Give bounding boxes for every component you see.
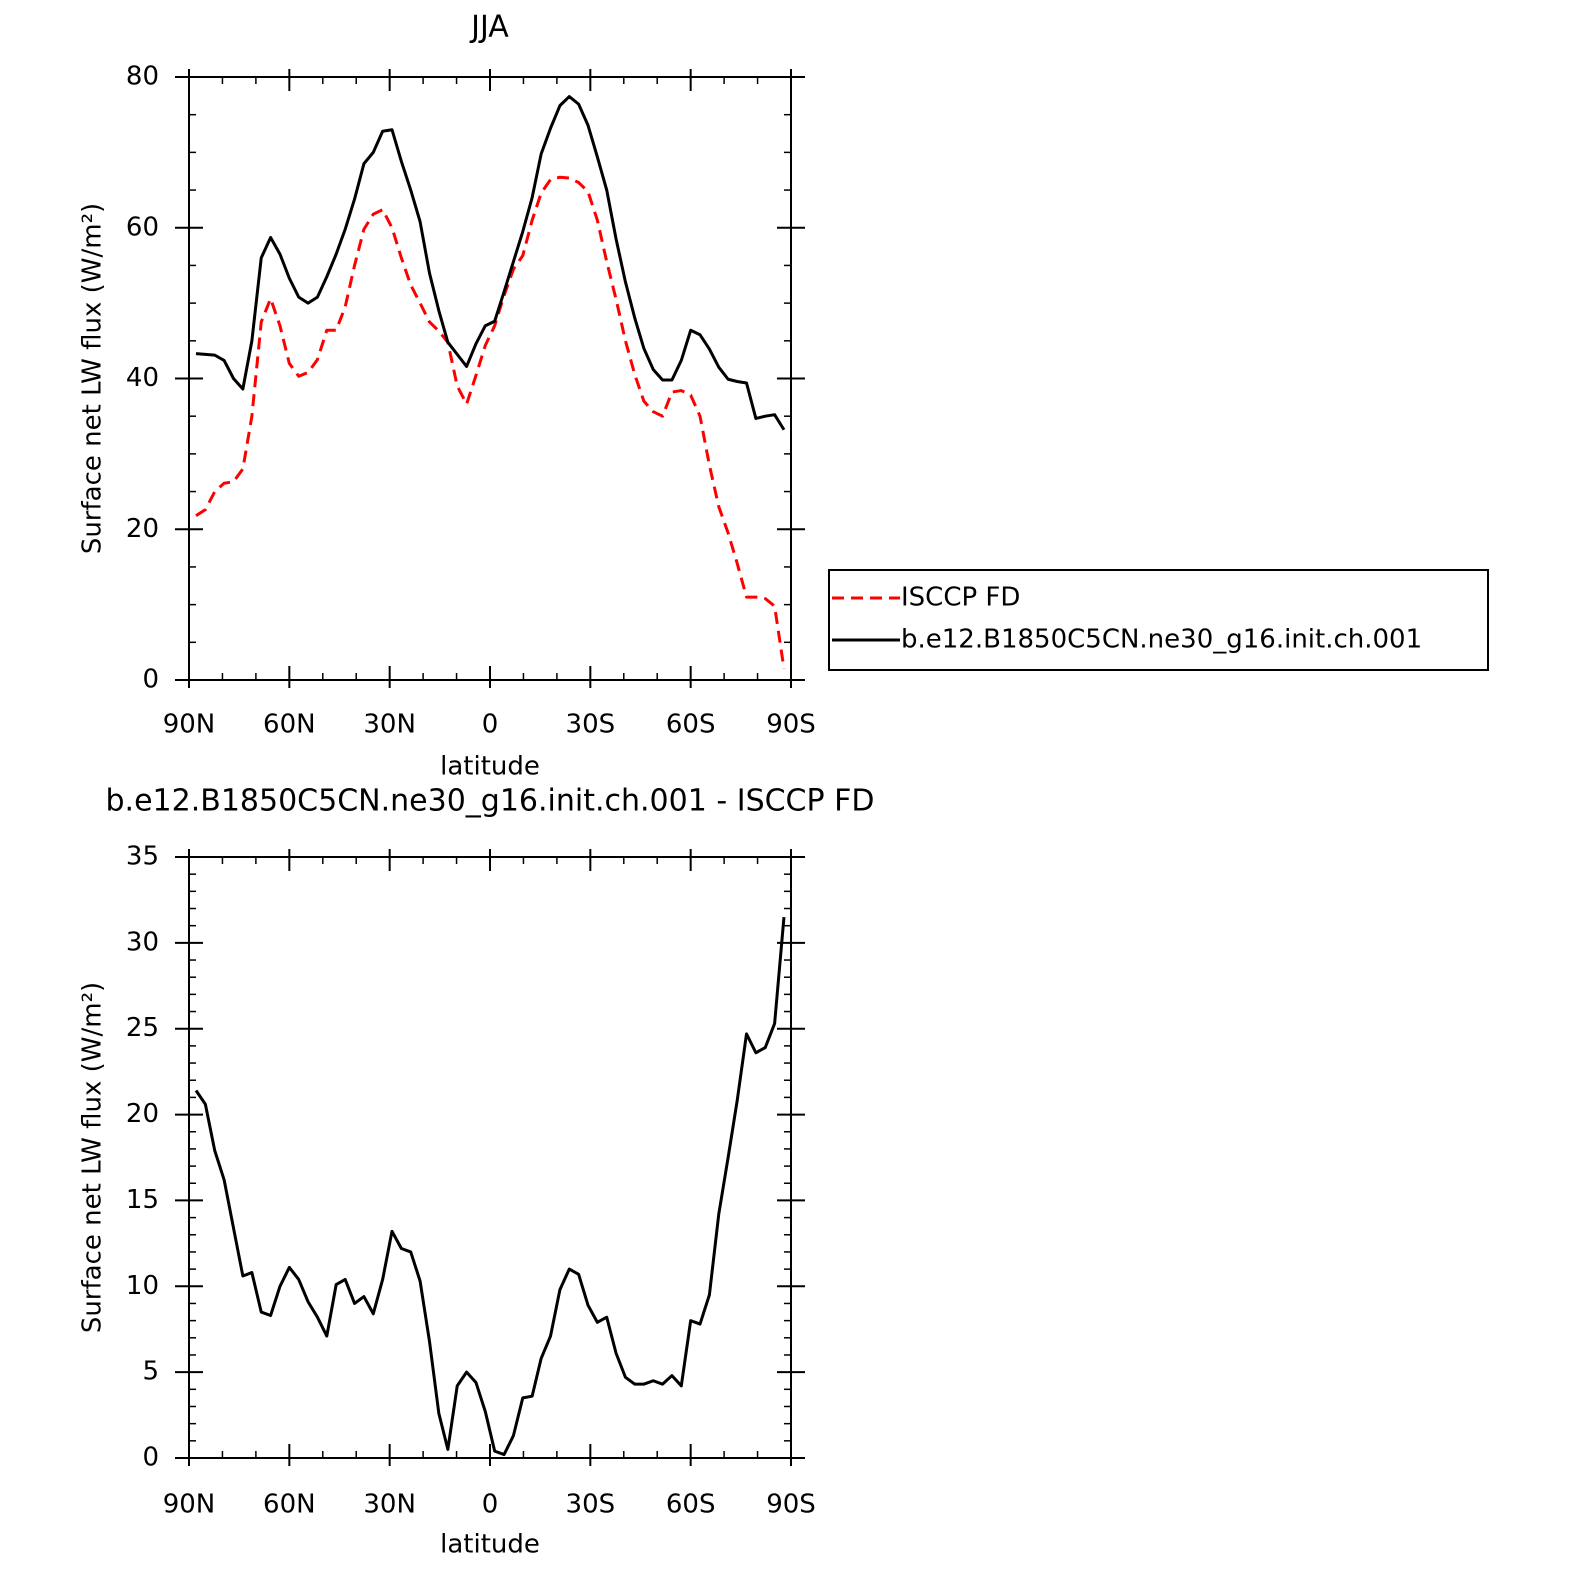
- x-axis-label: latitude: [440, 752, 540, 782]
- legend-label: ISCCP FD: [901, 583, 1020, 613]
- data-line: [195, 175, 786, 669]
- y-tick-label: 5: [142, 1357, 159, 1387]
- x-tick-label: 90S: [766, 1490, 816, 1520]
- y-axis-label: Surface net LW flux (W/m²): [78, 982, 108, 1333]
- x-tick-label: 90N: [163, 710, 216, 740]
- x-tick-label: 30N: [363, 1490, 416, 1520]
- y-tick-label: 25: [126, 1013, 159, 1043]
- x-tick-label: 0: [482, 1490, 499, 1520]
- x-tick-label: 0: [482, 710, 499, 740]
- data-line: [195, 95, 786, 431]
- chart-title: b.e12.B1850C5CN.ne30_g16.init.ch.001 - I…: [106, 784, 875, 819]
- y-tick-label: 20: [126, 1099, 159, 1129]
- plot-frame: [188, 856, 792, 1459]
- legend-label: b.e12.B1850C5CN.ne30_g16.init.ch.001: [901, 625, 1422, 655]
- data-line: [194, 916, 786, 1457]
- x-tick-label: 90N: [163, 1490, 216, 1520]
- x-tick-label: 60N: [263, 1490, 316, 1520]
- y-tick-label: 0: [142, 665, 159, 695]
- y-tick-label: 30: [126, 927, 159, 957]
- x-axis-label: latitude: [440, 1530, 540, 1560]
- x-tick-label: 30S: [566, 710, 616, 740]
- x-tick-label: 60N: [263, 710, 316, 740]
- legend-box: [828, 569, 1489, 671]
- x-tick-label: 60S: [666, 1490, 716, 1520]
- x-tick-label: 30S: [566, 1490, 616, 1520]
- y-tick-label: 20: [126, 514, 159, 544]
- x-tick-label: 90S: [766, 710, 816, 740]
- y-tick-label: 10: [126, 1271, 159, 1301]
- plot-frame: [188, 76, 792, 681]
- chart-title: JJA: [469, 10, 509, 45]
- y-tick-label: 15: [126, 1185, 159, 1215]
- y-tick-label: 60: [126, 212, 159, 242]
- x-tick-label: 30N: [363, 710, 416, 740]
- y-tick-label: 80: [126, 62, 159, 92]
- x-tick-label: 60S: [666, 710, 716, 740]
- y-axis-label: Surface net LW flux (W/m²): [78, 203, 108, 554]
- y-tick-label: 40: [126, 363, 159, 393]
- y-tick-label: 0: [142, 1443, 159, 1473]
- y-tick-label: 35: [126, 842, 159, 872]
